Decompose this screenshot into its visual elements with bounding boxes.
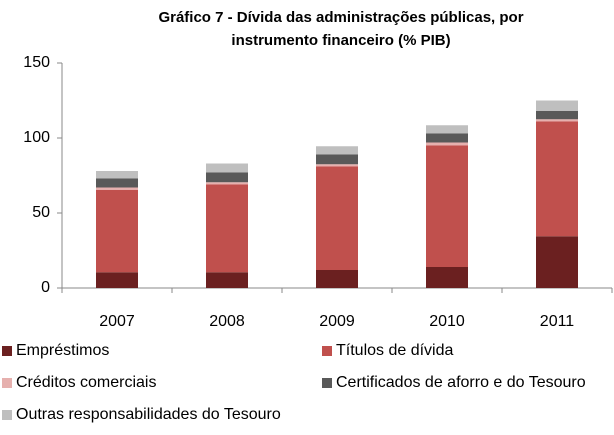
bar-segment: [536, 100, 578, 111]
bar-segment: [96, 272, 138, 288]
bar-segment: [206, 172, 248, 183]
y-tick-label: 100: [23, 129, 50, 146]
x-tick-label: 2008: [209, 313, 245, 330]
legend-label: Créditos comerciais: [16, 374, 156, 391]
y-tick-label: 50: [32, 204, 50, 221]
bar-segment: [206, 272, 248, 288]
bar-segment: [536, 111, 578, 120]
bar-segment: [426, 267, 468, 288]
legend-swatch: [2, 410, 12, 420]
x-tick-label: 2010: [429, 313, 465, 330]
bar-segment: [96, 171, 138, 179]
legend-label: Empréstimos: [16, 342, 109, 359]
bar-segment: [316, 164, 358, 167]
bar-segment: [536, 121, 578, 237]
x-tick-label: 2009: [319, 313, 355, 330]
bar-segment: [426, 142, 468, 146]
bar-segment: [426, 145, 468, 267]
bar-segment: [96, 187, 138, 190]
legend-swatch: [2, 346, 12, 356]
bar-segment: [426, 125, 468, 134]
bar-segment: [206, 182, 248, 185]
bar-segment: [96, 178, 138, 188]
bar-segment: [96, 189, 138, 273]
bar-segment: [316, 166, 358, 270]
y-tick-label: 0: [41, 279, 50, 296]
bar-segment: [316, 270, 358, 288]
chart-title: Gráfico 7 - Dívida das administrações pú…: [158, 9, 524, 49]
legend-label: Títulos de dívida: [336, 342, 454, 359]
bar-segment: [206, 163, 248, 173]
bar-segment: [316, 146, 358, 155]
legend-swatch: [322, 346, 332, 356]
x-tick-label: 2011: [540, 313, 575, 330]
legend-swatch: [322, 378, 332, 388]
bar-segment: [316, 154, 358, 165]
bar-segment: [206, 184, 248, 273]
y-tick-label: 150: [23, 54, 50, 71]
bar-segment: [536, 119, 578, 122]
legend-label: Certificados de aforro e do Tesouro: [336, 374, 586, 391]
legend-label: Outras responsabilidades do Tesouro: [16, 406, 281, 423]
bar-segment: [426, 133, 468, 143]
x-tick-label: 2007: [99, 313, 135, 330]
legend-swatch: [2, 378, 12, 388]
bar-segment: [536, 236, 578, 288]
